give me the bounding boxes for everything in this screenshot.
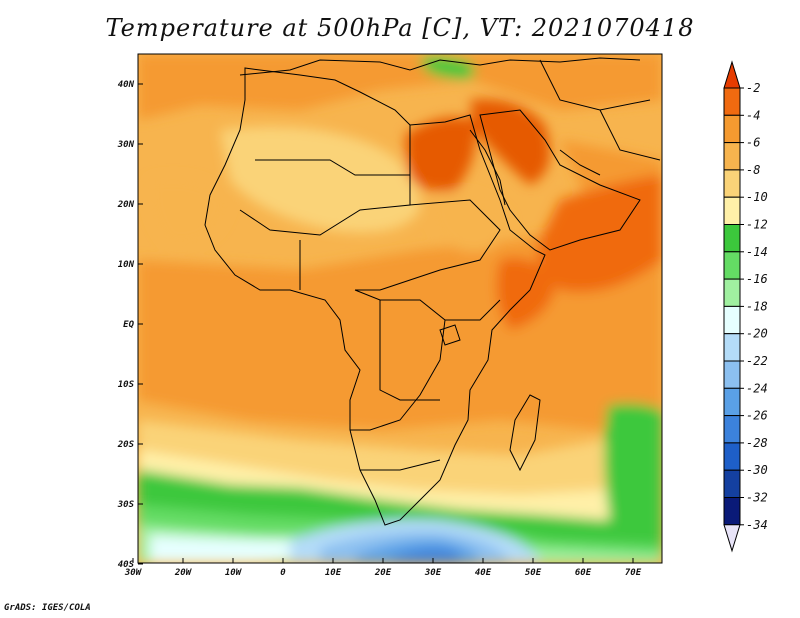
colorbar-label: -34 [746,518,768,532]
field-warm-north [138,54,662,120]
field-blue-core [390,548,462,563]
colorbar-top-arrow [723,60,741,89]
field-hot-egypt [405,117,476,191]
colorbar-label: -22 [746,354,768,368]
x-tick-label: 10E [325,568,342,578]
border-9 [599,109,661,161]
colorbar-box [723,169,741,198]
colorbar-label: -32 [746,491,768,505]
x-tick-label: 10W [225,568,243,578]
arabia-coast [479,109,641,251]
colorbar-label: -26 [746,409,768,423]
colorbar-label: -24 [746,381,768,395]
y-tick-label: 30N [117,140,135,150]
colorbar-label: -18 [746,299,768,313]
field-cool-horn [430,193,510,252]
field-hot-indian [520,328,620,400]
colorbar-box [723,360,741,389]
colorbar-box [723,196,741,225]
x-tick-label: 0 [280,568,286,578]
colorbar-label: -10 [746,190,768,204]
x-tick-label: 30E [424,568,442,578]
border-5 [360,459,441,471]
europe-coast [239,57,641,76]
x-tick-label: 20W [174,568,193,578]
border-8 [539,59,651,111]
lake-victoria [439,324,461,346]
y-tick-label: 10S [118,380,135,390]
colorbar-box [723,87,741,116]
colorbar-label: -28 [746,436,768,450]
x-tick-label: 20E [374,568,392,578]
field-hot-arabia [470,99,550,185]
plot-frame [137,53,663,564]
colorbar-bottom-arrow [723,524,741,553]
field-hot-arabsea [537,175,662,292]
y-tick-label: 10N [118,260,135,270]
temperature-field [138,54,662,563]
border-2 [355,125,501,291]
x-tick-label: 40E [475,568,492,578]
colorbar-label: -30 [746,463,768,477]
y-tick-label: EQ [123,320,134,330]
africa-coastline [204,67,546,526]
field-pale-cyan [150,535,309,563]
field-cool-sahara [220,126,420,233]
colorbar-box [723,387,741,417]
colorbar-label: -2 [746,81,760,95]
coastlines [204,57,661,526]
colorbar-label: -8 [746,163,760,177]
field-green-east [604,403,662,530]
chart-title: Temperature at 500hPa [C], VT: 202107041… [105,14,695,42]
map-axes: 30W 20W 10W 0 10E 20E 30E 40E 50E 60E 70E 40N 30N 20N… [117,80,642,578]
y-tick-label: 20S [117,440,135,450]
colorbar-box [723,114,741,144]
colorbar-box [723,305,741,335]
border-7 [445,299,501,321]
colorbar-label: -16 [746,272,768,286]
colorbar-box [723,142,741,171]
border-4 [379,300,440,401]
y-tick-label: 30S [117,500,135,510]
colorbar-label: -6 [746,136,760,150]
red-sea [469,129,506,206]
madagascar-coast [509,394,541,472]
border-3 [350,289,446,431]
colorbar-label: -4 [746,108,760,122]
colorbar-box [723,251,741,280]
y-tick-label: 20N [117,200,135,210]
x-tick-label: 70E [625,568,642,578]
colorbar-box [723,224,741,253]
colorbar-label: -14 [746,245,768,259]
colorbar-label: -12 [746,218,768,232]
x-tick-label: 60E [575,568,592,578]
colorbar-box [723,415,741,444]
colorbar-box [723,442,741,471]
credit-label: GrADS: IGES/COLA [4,603,91,613]
colorbar-box [723,497,741,526]
persian-gulf [559,149,601,176]
colorbar-box [723,278,741,307]
colorbar-box [723,333,741,362]
colorbar-label: -20 [746,327,768,341]
colorbar: -2 -4 -6 -8 -10 -12 -14 -16 -18 -20 -22 -24 -26 -28 -3… [723,60,768,553]
colorbar-box [723,469,741,499]
y-tick-label: 40S [118,560,135,570]
x-tick-label: 30W [124,568,143,578]
y-tick-label: 40N [118,80,135,90]
x-tick-label: 50E [525,568,542,578]
